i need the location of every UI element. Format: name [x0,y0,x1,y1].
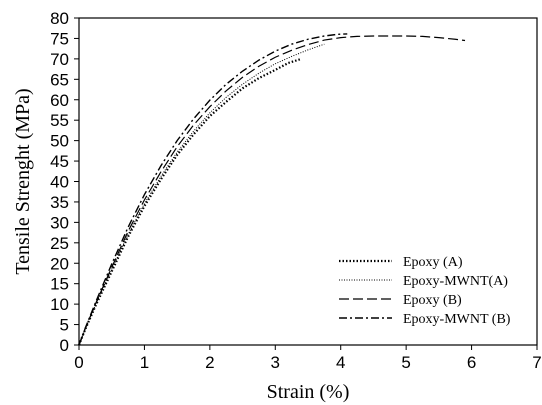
series-lines [77,33,466,346]
series-line-2 [78,43,325,346]
y-tick-label: 5 [60,316,69,335]
legend: Epoxy (A) Epoxy-MWNT(A) Epoxy (B) Epoxy-MWN… [339,255,511,327]
y-tick-label: 10 [50,295,69,314]
y-tick-label: 20 [50,254,69,273]
series-line-4 [78,33,348,346]
plot-frame [78,17,538,346]
y-tick-label: 15 [50,275,69,294]
axes [78,17,538,346]
legend-label: Epoxy-MWNT (B) [403,312,511,327]
x-tick-label: 3 [271,353,280,372]
legend-label: Epoxy-MWNT(A) [403,274,508,289]
x-tick-label: 4 [336,353,345,372]
legend-label: Epoxy (A) [403,255,463,270]
x-tick-label: 1 [140,353,149,372]
y-tick-label: 25 [50,234,69,253]
legend-label: Epoxy (B) [403,293,462,308]
y-tick-label: 0 [60,336,69,355]
x-tick-label: 5 [401,353,410,372]
y-tick-label: 50 [50,132,69,151]
y-tick-label: 60 [50,91,69,110]
x-tick-label: 7 [532,353,541,372]
y-axis-title: Tensile Strenght (MPa) [12,88,34,274]
x-tick-label: 0 [74,353,83,372]
y-tick-label: 40 [50,173,69,192]
y-tick-label: 35 [50,193,69,212]
series-line-1 [77,57,302,346]
x-axis-title: Strain (%) [267,381,350,403]
y-tick-label: 70 [50,50,69,69]
x-tick-label: 2 [205,353,214,372]
x-tick-label: 6 [467,353,476,372]
y-tick-label: 45 [50,152,69,171]
y-tick-label: 65 [50,70,69,89]
y-tick-label: 55 [50,111,69,130]
y-tick-label: 30 [50,213,69,232]
y-tick-label: 80 [50,9,69,28]
series-line-3 [78,35,466,346]
y-tick-label: 75 [50,29,69,48]
